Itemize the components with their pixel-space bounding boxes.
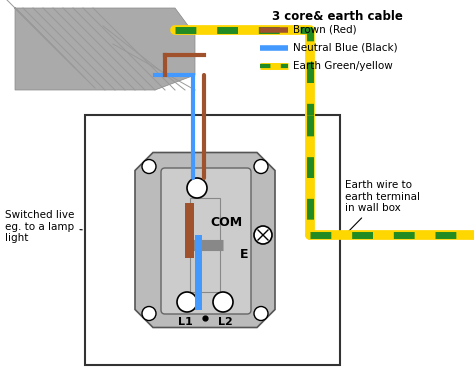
Circle shape [142,306,156,320]
Bar [185,203,194,258]
Polygon shape [15,8,195,90]
Text: Earth wire to
earth terminal
in wall box: Earth wire to earth terminal in wall box [345,180,420,233]
Circle shape [142,160,156,173]
Circle shape [254,306,268,320]
Text: E: E [240,249,248,262]
Text: L1: L1 [178,317,192,327]
Circle shape [254,226,272,244]
Bar [195,235,202,310]
Text: 3 core& earth cable: 3 core& earth cable [272,10,403,23]
Bar [190,198,220,292]
Text: Switched live
eg. to a lamp
light: Switched live eg. to a lamp light [5,210,82,243]
Bar [85,115,340,365]
Text: Neutral Blue (Black): Neutral Blue (Black) [293,43,398,53]
Circle shape [213,292,233,312]
Text: Brown (Red): Brown (Red) [293,25,356,35]
Text: Earth Green/yellow: Earth Green/yellow [293,61,393,71]
Text: COM: COM [210,215,242,228]
Text: L2: L2 [218,317,232,327]
Circle shape [254,160,268,173]
Circle shape [187,178,207,198]
Polygon shape [135,152,275,327]
Circle shape [177,292,197,312]
FancyBboxPatch shape [161,168,251,314]
